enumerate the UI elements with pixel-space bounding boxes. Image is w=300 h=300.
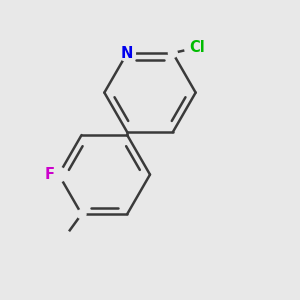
Circle shape [77, 210, 86, 218]
Text: F: F [44, 167, 54, 182]
Circle shape [51, 167, 66, 182]
Circle shape [168, 49, 177, 58]
Text: Cl: Cl [189, 40, 205, 55]
Circle shape [119, 45, 135, 61]
Text: N: N [121, 46, 134, 61]
